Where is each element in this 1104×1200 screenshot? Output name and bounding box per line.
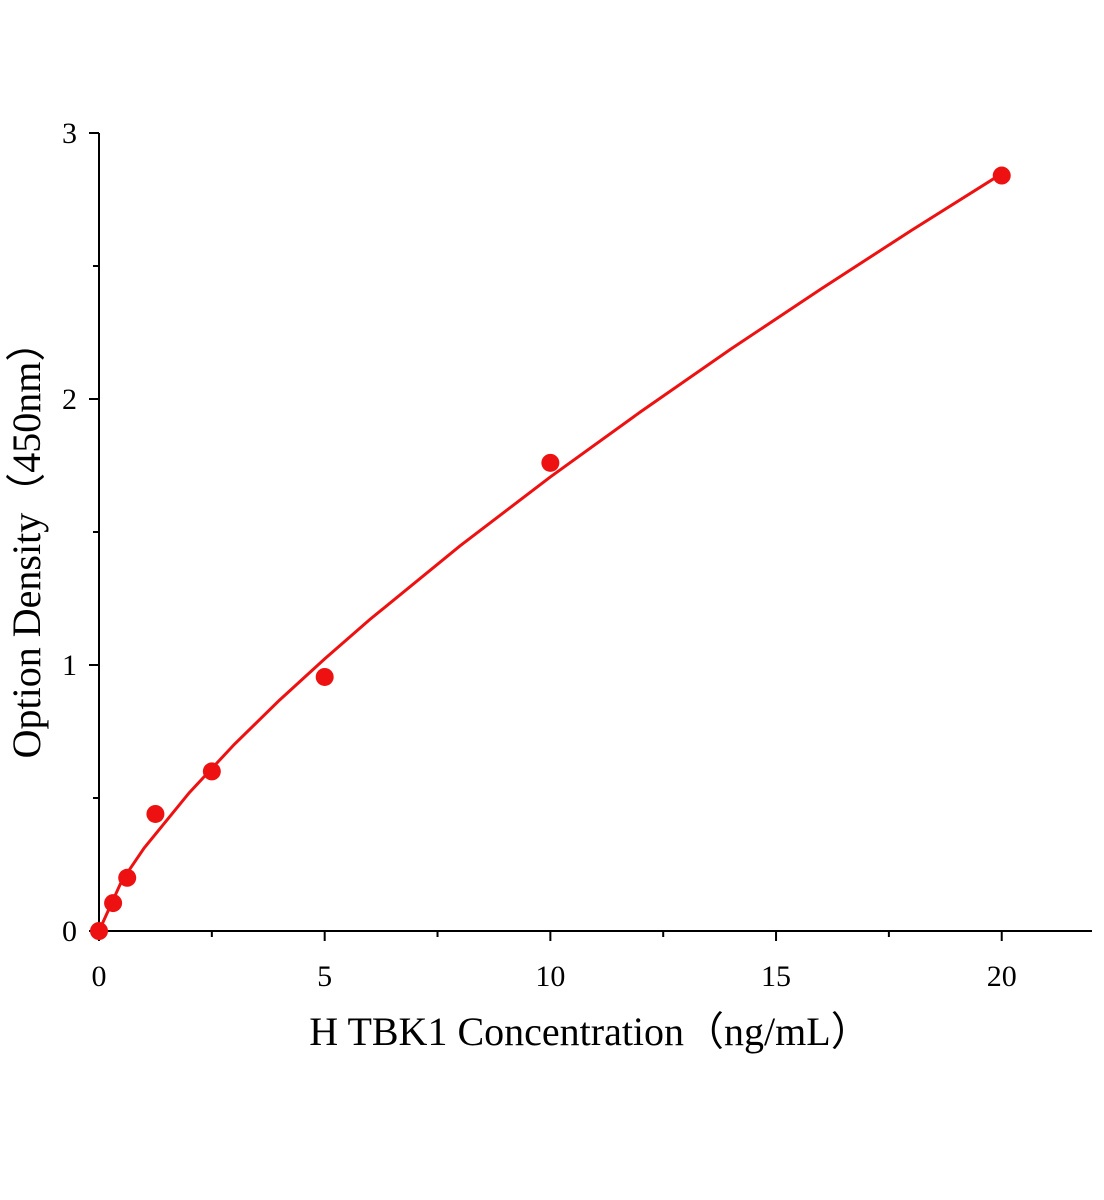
x-tick-label: 5 — [317, 960, 332, 993]
y-tick-label: 1 — [62, 649, 77, 682]
x-tick-label: 20 — [987, 960, 1017, 993]
data-point — [541, 453, 560, 472]
data-point — [146, 804, 165, 823]
y-tick-label: 0 — [62, 915, 77, 948]
x-tick-label: 10 — [535, 960, 565, 993]
y-tick-label: 3 — [62, 117, 77, 150]
x-tick-label: 15 — [761, 960, 791, 993]
x-axis-label: H TBK1 Concentration（ng/mL） — [309, 1009, 870, 1054]
data-point — [202, 762, 221, 781]
fit-curve — [97, 172, 1003, 932]
y-axis-label: Option Density（450nm） — [4, 322, 49, 759]
data-point — [315, 667, 334, 686]
x-tick-label: 0 — [92, 960, 107, 993]
y-tick-label: 2 — [62, 383, 77, 416]
data-point — [992, 166, 1011, 185]
